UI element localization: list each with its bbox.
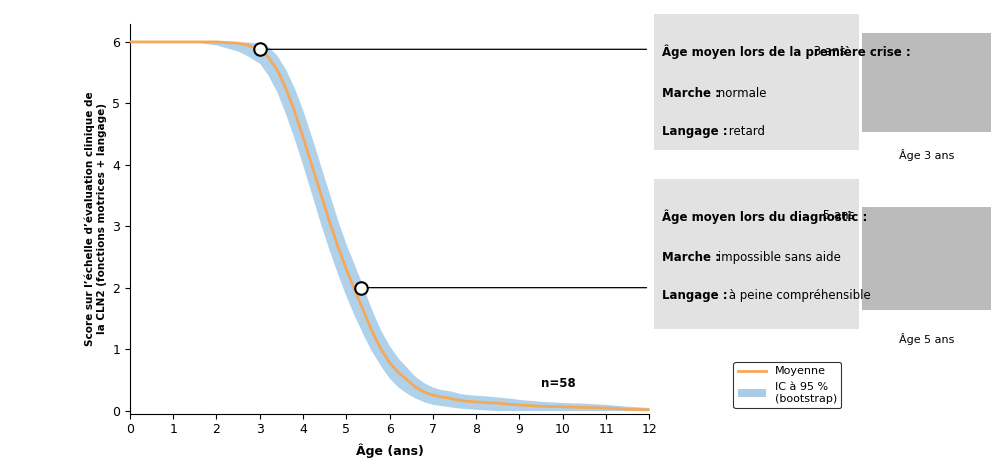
Text: Marche :: Marche : [662,251,720,265]
Text: à peine compréhensible: à peine compréhensible [725,289,871,302]
Text: 5 ans: 5 ans [819,209,855,222]
Text: 3 ans: 3 ans [810,45,846,58]
Text: Âge moyen lors du diagnostic :: Âge moyen lors du diagnostic : [662,209,868,224]
Text: impossible sans aide: impossible sans aide [714,251,841,265]
Y-axis label: Score sur l’échelle d’évaluation clinique de
la CLN2 (fonctions motrices + langa: Score sur l’échelle d’évaluation cliniqu… [85,91,107,346]
X-axis label: Âge (ans): Âge (ans) [356,443,424,458]
Text: n=58: n=58 [541,377,575,390]
Text: Âge moyen lors de la première crise :: Âge moyen lors de la première crise : [662,45,911,59]
Text: Langage :: Langage : [662,289,728,302]
Text: Langage :: Langage : [662,125,728,138]
Text: Âge 5 ans: Âge 5 ans [899,333,954,345]
Legend: Moyenne, IC à 95 %
(bootstrap): Moyenne, IC à 95 % (bootstrap) [733,362,841,408]
Text: Âge 3 ans: Âge 3 ans [899,149,954,161]
Text: retard: retard [725,125,765,138]
Text: normale: normale [714,87,767,100]
Text: Marche :: Marche : [662,87,720,100]
